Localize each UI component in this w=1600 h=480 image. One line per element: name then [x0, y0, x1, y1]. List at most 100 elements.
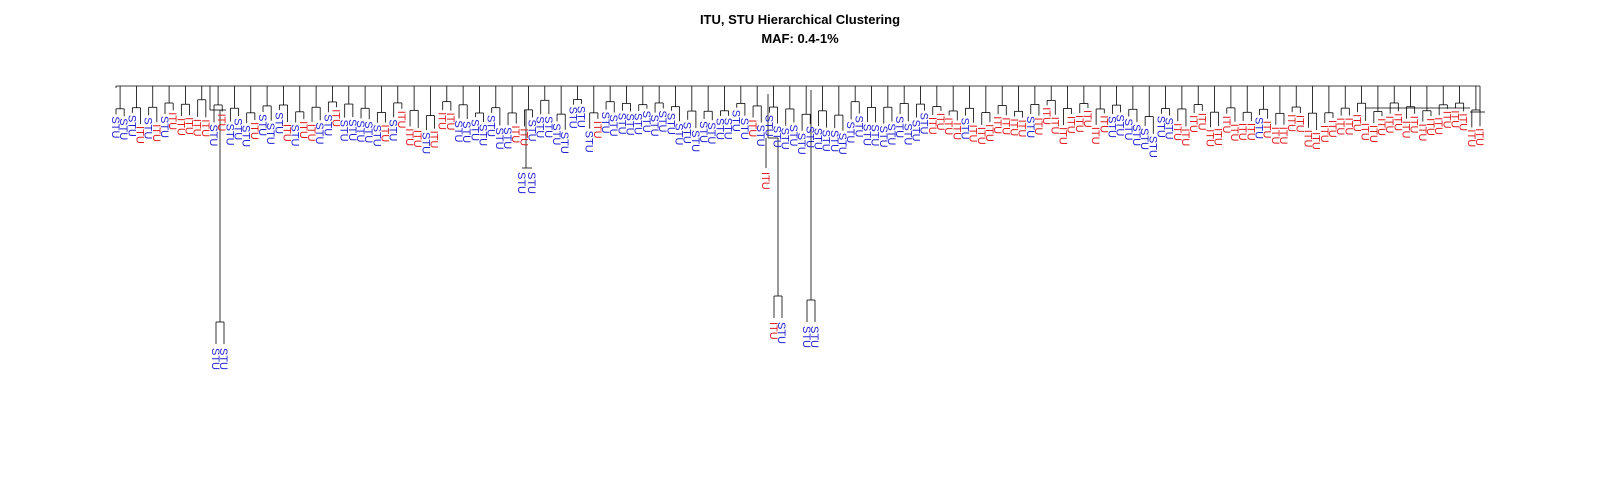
- leaf-label: STU: [615, 113, 627, 135]
- leaf-label: ITU: [1244, 123, 1256, 141]
- leaf-label: STU: [689, 130, 701, 152]
- leaf-label: ITU: [1350, 114, 1362, 132]
- leaf-label: STU: [354, 120, 366, 142]
- leaf-label: ITU: [1448, 110, 1460, 128]
- leaf-label: ITU: [1326, 120, 1338, 138]
- leaf-label: STU: [452, 120, 464, 142]
- leaf-label: STU: [828, 130, 840, 152]
- leaf-label: STU: [477, 124, 489, 146]
- leaf-label: ITU: [191, 119, 203, 137]
- leaf-label: STU: [713, 118, 725, 140]
- leaf-label: ITU: [1212, 128, 1224, 146]
- leaf-label: STU: [1105, 116, 1117, 138]
- leaf-label: STU: [599, 112, 611, 134]
- leaf-label: ITU: [1318, 125, 1330, 143]
- leaf-label: STU: [771, 126, 783, 148]
- leaf-label: ITU: [934, 113, 946, 131]
- leaf-label: STU: [656, 110, 668, 132]
- leaf-label: STU: [209, 348, 221, 370]
- leaf-label: STU: [738, 118, 750, 140]
- leaf-label: STU: [460, 121, 472, 143]
- leaf-label: ITU: [330, 109, 342, 127]
- leaf-label: ITU: [1016, 120, 1028, 138]
- leaf-label: STU: [534, 116, 546, 138]
- leaf-label: ITU: [305, 124, 317, 142]
- leaf-label: STU: [272, 112, 284, 134]
- leaf-label: STU: [558, 132, 570, 154]
- leaf-label: ITU: [1408, 116, 1420, 134]
- leaf-label: ITU: [1220, 116, 1232, 134]
- leaf-label: STU: [697, 121, 709, 143]
- leaf-label: STU: [338, 120, 350, 142]
- leaf-label: STU: [811, 128, 823, 150]
- leaf-label: STU: [820, 130, 832, 152]
- leaf-label: STU: [624, 114, 636, 136]
- leaf-label: ITU: [1375, 118, 1387, 136]
- leaf-label: ITU: [1081, 110, 1093, 128]
- leaf-label: ITU: [1073, 115, 1085, 133]
- leaf-label: STU: [762, 115, 774, 137]
- leaf-label: ITU: [746, 119, 758, 137]
- leaf-label: ITU: [1097, 115, 1109, 133]
- leaf-label: STU: [681, 122, 693, 144]
- leaf-label: STU: [673, 123, 685, 145]
- leaf-label: STU: [640, 111, 652, 133]
- leaf-label: STU: [575, 106, 587, 128]
- leaf-label: STU: [918, 112, 930, 134]
- leaf-label: ITU: [150, 124, 162, 142]
- leaf-label: ITU: [1440, 111, 1452, 129]
- leaf-label: STU: [321, 114, 333, 136]
- leaf-label: ITU: [1236, 123, 1248, 141]
- leaf-label: STU: [844, 121, 856, 143]
- leaf-label: ITU: [1383, 116, 1395, 134]
- leaf-label: STU: [860, 124, 872, 146]
- leaf-label: ITU: [1269, 127, 1281, 145]
- leaf-label: ITU: [134, 126, 146, 144]
- leaf-label: STU: [525, 172, 537, 194]
- leaf-label: STU: [664, 113, 676, 135]
- leaf-label: ITU: [379, 125, 391, 143]
- leaf-label: STU: [1114, 114, 1126, 136]
- leaf-label: STU: [754, 125, 766, 147]
- leaf-label: ITU: [1301, 130, 1313, 148]
- leaf-label: STU: [808, 326, 820, 348]
- leaf-label: ITU: [1310, 132, 1322, 150]
- leaf-label: ITU: [215, 114, 227, 132]
- leaf-label: ITU: [967, 125, 979, 143]
- leaf-label: ITU: [1457, 113, 1469, 131]
- leaf-label: STU: [1122, 119, 1134, 141]
- leaf-label: ITU: [1424, 118, 1436, 136]
- leaf-label: ITU: [1179, 128, 1191, 146]
- leaf-label: STU: [607, 115, 619, 137]
- leaf-label: ITU: [281, 124, 293, 142]
- leaf-label: STU: [158, 116, 170, 138]
- leaf-label: STU: [485, 115, 497, 137]
- leaf-label: STU: [893, 116, 905, 138]
- leaf-label: ITU: [248, 122, 260, 140]
- leaf-label: STU: [515, 172, 527, 194]
- chart-subtitle: MAF: 0.4-1%: [761, 31, 839, 46]
- leaf-label: STU: [125, 115, 137, 137]
- leaf-label: ITU: [174, 118, 186, 136]
- leaf-label: ITU: [1032, 118, 1044, 136]
- leaf-label: ITU: [1293, 115, 1305, 133]
- leaf-label: STU: [207, 124, 219, 146]
- leaf-label: STU: [468, 119, 480, 141]
- leaf-label: ITU: [403, 128, 415, 146]
- leaf-label: STU: [775, 322, 787, 344]
- leaf-label: STU: [885, 123, 897, 145]
- leaf-label: ITU: [1065, 116, 1077, 134]
- leaf-label: ITU: [1203, 129, 1215, 147]
- leaf-label: STU: [1154, 116, 1166, 138]
- leaf-label: ITU: [1391, 113, 1403, 131]
- leaf-label: STU: [387, 119, 399, 141]
- leaf-label: ITU: [517, 128, 529, 146]
- leaf-label: ITU: [1432, 117, 1444, 135]
- leaf-label: STU: [289, 124, 301, 146]
- leaf-label: STU: [909, 120, 921, 142]
- leaf-label: ITU: [767, 322, 779, 340]
- leaf-label: STU: [722, 118, 734, 140]
- leaf-label: ITU: [1195, 113, 1207, 131]
